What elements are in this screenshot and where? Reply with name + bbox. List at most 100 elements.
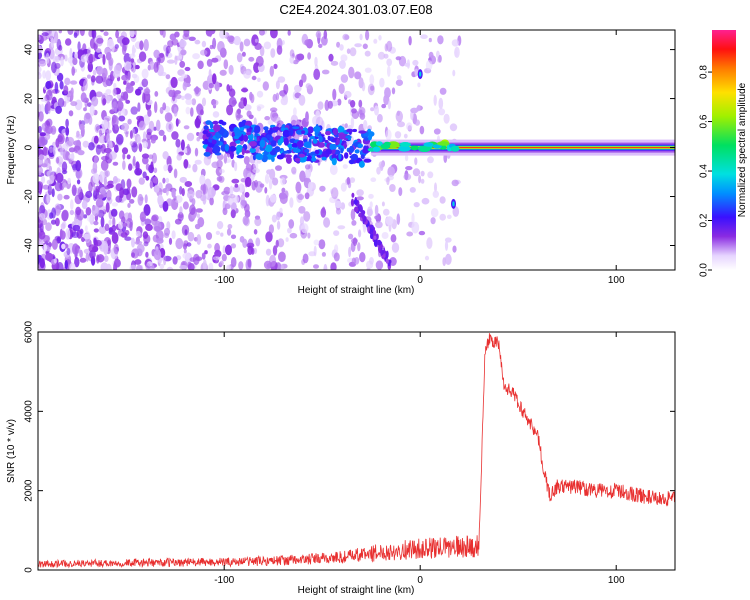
snr-background [38,332,675,570]
noise-blob [214,81,220,92]
noise-blob [313,68,321,81]
noise-blob [179,176,187,183]
noise-blob [271,214,277,223]
snr-x-tick-label: 100 [608,575,625,586]
spectrogram-y-tick-label: 40 [24,44,35,56]
band-blob [350,153,359,161]
noise-blob [387,100,391,110]
noise-blob [48,242,53,248]
noise-blob [83,248,90,254]
noise-blob [411,212,415,225]
noise-blob [377,113,383,123]
spectrogram-y-tick-label: -40 [24,238,35,253]
noise-blob [124,229,130,236]
noise-blob [186,143,190,154]
spectrogram-x-ticks: -100 0 100 [214,30,625,286]
noise-blob [57,193,63,201]
noise-blob [63,194,70,200]
noise-blob [65,38,72,46]
noise-blob [270,30,278,39]
noise-blob [112,70,121,78]
tail-blob [385,258,389,264]
band-blob [209,121,214,129]
noise-blob [70,80,78,85]
snr-x-label: Height of straight line (km) [298,585,415,596]
noise-blob [175,138,181,148]
noise-blob [381,201,385,207]
noise-blob [227,224,233,229]
band-blob [204,138,209,145]
noise-blob [80,92,87,103]
tail-blob [375,233,379,240]
noise-blob [396,110,400,117]
band-blob [309,135,315,140]
noise-blob [73,32,78,38]
tail-blob [377,239,382,246]
noise-blob [449,123,458,132]
noise-blob [72,224,81,232]
noise-blob [83,79,88,91]
snr-series-line [38,333,675,569]
noise-blob [451,39,460,47]
snr-marks [38,333,675,569]
colorbar-tick-label: 0.0 [699,263,710,277]
noise-blob [305,167,312,179]
noise-blob [357,242,361,252]
noise-blob [333,230,340,237]
noise-blob [228,194,236,199]
noise-blob [111,232,119,244]
noise-blob [102,76,109,88]
noise-blob [439,196,446,204]
noise-blob [111,101,118,112]
noise-blob [248,114,254,120]
noise-blob [112,115,119,127]
noise-blob [87,61,94,73]
noise-blob [131,73,138,79]
noise-blob [192,163,198,173]
noise-blob [223,153,228,164]
noise-blob [171,189,176,198]
spot-core [419,71,422,77]
noise-blob [300,223,309,234]
noise-blob [395,79,403,86]
noise-blob [427,171,434,179]
noise-blob [155,237,164,244]
noise-blob [155,119,161,132]
noise-blob [150,161,154,171]
noise-blob [338,83,345,95]
tail-blob [373,239,378,247]
tone-blob [432,144,442,149]
noise-blob [175,94,182,100]
snr-x-tick-label: -100 [214,575,234,586]
noise-blob [129,130,133,139]
noise-blob [424,255,430,261]
tone-blob [380,143,391,149]
band-blob [269,149,277,156]
noise-blob [185,106,191,115]
noise-blob [38,136,46,148]
noise-blob [59,80,64,90]
noise-blob [219,30,227,39]
noise-blob [350,116,355,129]
noise-blob [328,53,334,62]
noise-blob [308,251,316,257]
noise-blob [340,182,347,192]
noise-blob [168,123,172,130]
noise-blob [451,179,459,187]
noise-blob [127,71,131,81]
noise-blob [363,119,368,130]
noise-blob [420,178,425,184]
noise-blob [157,194,164,206]
band-blob [235,139,241,144]
noise-blob [79,249,83,258]
band-blob [336,138,340,145]
noise-blob [136,243,145,254]
noise-blob [96,254,105,263]
noise-blob [200,183,208,195]
noise-blob [179,265,188,270]
noise-blob [269,194,277,203]
noise-blob [49,174,56,180]
noise-blob [446,214,452,219]
noise-blob [259,30,265,36]
noise-blob [158,129,165,136]
